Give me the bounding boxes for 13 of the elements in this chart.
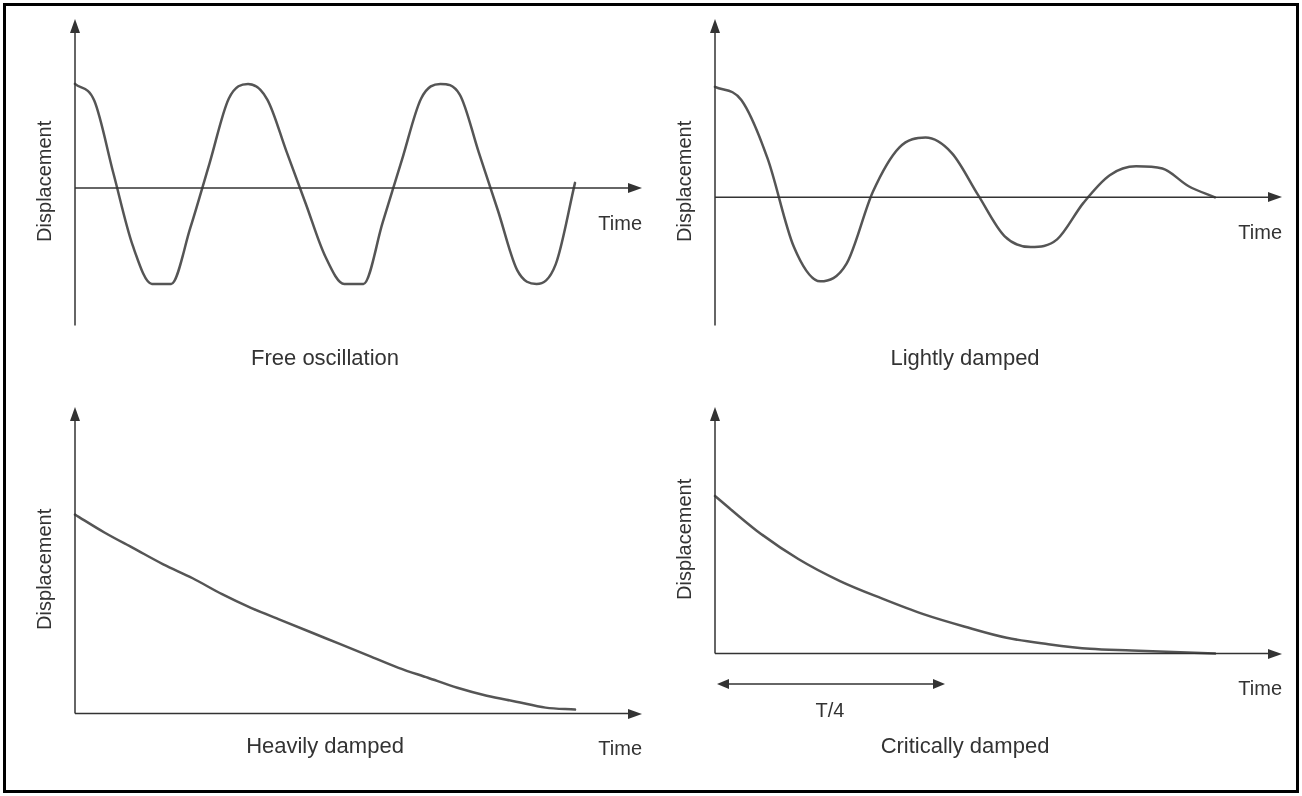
y-axis-title: Displacement: [32, 120, 55, 242]
text: Free oscillation: [251, 344, 399, 370]
x-axis-title: Time: [598, 211, 642, 234]
text: Critically damped: [880, 732, 1050, 758]
y-axis-title: Displacement: [32, 508, 55, 630]
y-axis-title: Displacement: [672, 478, 695, 600]
x-axis-title: Time: [598, 737, 642, 760]
y-axis-title: Displacement: [672, 120, 695, 242]
text: Heavily damped: [246, 732, 404, 758]
text: Lightly damped: [890, 344, 1040, 370]
x-axis-title: Time: [1238, 220, 1282, 243]
text: T/4: [815, 699, 845, 722]
x-axis-title: Time: [1238, 677, 1282, 700]
